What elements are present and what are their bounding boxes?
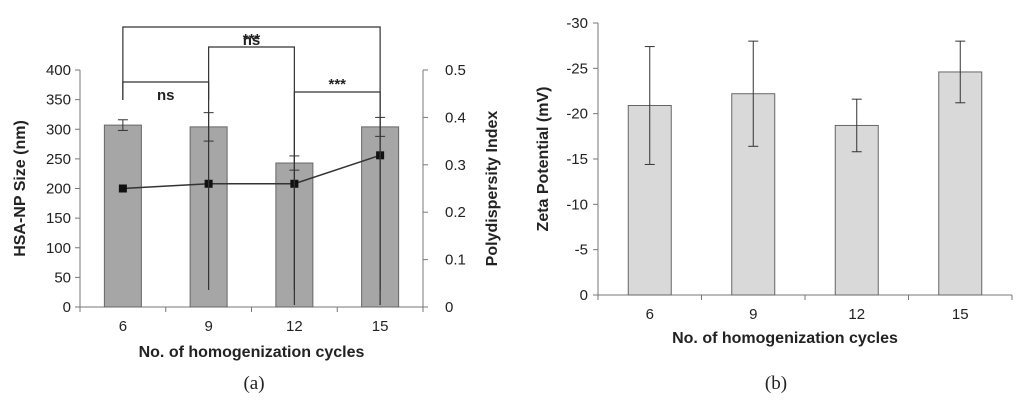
x-tick-label: 6 (119, 318, 127, 335)
y-axis-title: HSA-NP Size (nm) (12, 120, 29, 257)
x-tick-label: 12 (286, 318, 303, 335)
x-tick-label: 15 (952, 306, 969, 323)
significance-label: *** (243, 31, 261, 48)
y2-tick-label: 0.3 (445, 157, 466, 174)
y-tick-label: 0 (580, 287, 588, 304)
panel-b-label: (b) (765, 373, 787, 394)
y-tick-label: 0 (63, 299, 71, 316)
bar (834, 124, 879, 296)
y-tick-label: 300 (46, 121, 71, 138)
x-axis-title: No. of homogenization cycles (672, 330, 898, 347)
panel-a-chart: 0 50 100 150 200 250 300 350 400 0 0.1 0.2 0.3 0.4 0.5… (12, 26, 501, 361)
y-tick-label: 200 (46, 181, 71, 198)
y-tick-label: 50 (54, 269, 71, 286)
pdi-marker (118, 184, 127, 193)
panel-b-chart: 0 -5 -10 -15 -20 -25 -30 6 9 12 15 Zeta Potential (… (535, 15, 1013, 347)
y-tick-label: -20 (566, 106, 588, 123)
y2-tick-label: 0.1 (445, 252, 466, 269)
significance-label: *** (328, 76, 346, 93)
y-tick-label: -25 (566, 60, 588, 77)
y-tick-label: -30 (566, 15, 588, 32)
x-tick-label: 15 (372, 318, 389, 335)
bar (938, 71, 983, 296)
y-tick-label: 150 (46, 210, 71, 227)
y-tick-label: 250 (46, 151, 71, 168)
y-axis-title: Zeta Potential (mV) (535, 87, 552, 232)
significance-bracket (208, 46, 295, 290)
y-tick-label: 400 (46, 62, 71, 79)
y2-tick-label: 0 (445, 299, 453, 316)
significance-bracket (122, 26, 381, 305)
y2-tick-label: 0.5 (445, 62, 466, 79)
x-tick-label: 9 (204, 318, 212, 335)
y2-axis-title: Polydispersity Index (484, 111, 501, 267)
y2-tick-label: 0.2 (445, 204, 466, 221)
y-tick-label: -5 (575, 242, 588, 259)
x-axis-title: No. of homogenization cycles (139, 344, 365, 361)
x-tick-label: 9 (749, 306, 757, 323)
x-tick-label: 12 (848, 306, 865, 323)
x-tick-label: 6 (646, 306, 654, 323)
y-tick-label: 100 (46, 240, 71, 257)
y2-tick-label: 0.4 (445, 109, 466, 126)
bar (103, 124, 142, 308)
y-tick-label: -15 (566, 151, 588, 168)
significance-label: ns (157, 87, 175, 104)
pdi-line (122, 154, 381, 190)
significance-label: ns (243, 32, 261, 49)
y-tick-label: 350 (46, 92, 71, 109)
panel-a-label: (a) (243, 373, 264, 394)
y-tick-label: -10 (566, 196, 588, 213)
